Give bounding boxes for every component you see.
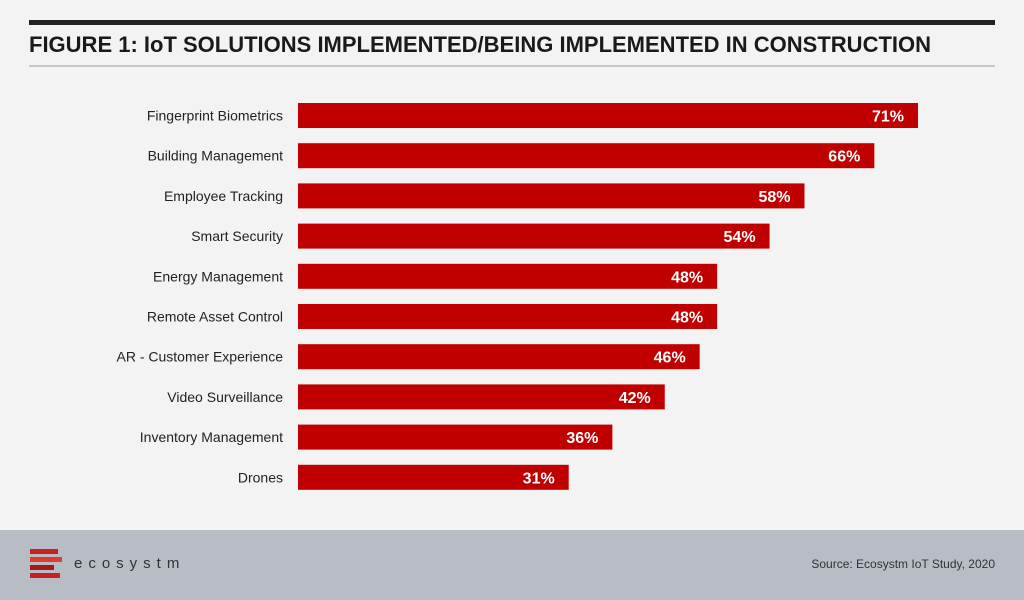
bar [298, 424, 613, 450]
category-label: Inventory Management [140, 429, 283, 445]
category-label: Smart Security [191, 228, 283, 244]
bar [298, 464, 569, 490]
category-label: Fingerprint Biometrics [147, 108, 283, 124]
bar-value-label: 36% [566, 430, 598, 447]
title-divider [29, 65, 995, 67]
bar-value-label: 48% [671, 310, 703, 327]
ecosystm-logo-icon [30, 549, 62, 578]
source-note: Source: Ecosystm IoT Study, 2020 [811, 557, 995, 571]
footer-band [0, 530, 1024, 600]
category-label: AR - Customer Experience [116, 349, 283, 365]
bar-value-label: 46% [654, 350, 686, 367]
category-label: Remote Asset Control [147, 309, 283, 325]
category-label: Employee Tracking [164, 188, 283, 204]
category-label: Drones [238, 469, 283, 485]
logo-wordmark: ecosystm [74, 555, 186, 572]
bar [298, 143, 875, 169]
bar [298, 304, 718, 329]
bar [298, 223, 770, 249]
bar-value-label: 54% [724, 229, 756, 246]
bar-value-label: 66% [828, 149, 860, 166]
bar [298, 384, 665, 410]
bar-value-label: 48% [671, 269, 703, 286]
bar-value-label: 31% [523, 470, 555, 487]
category-label: Video Surveillance [167, 389, 283, 405]
bar [298, 183, 805, 209]
bar-value-label: 71% [872, 109, 904, 126]
bar-chart: Fingerprint Biometrics 71% Building Manage… [116, 103, 918, 490]
bar-value-label: 58% [758, 189, 790, 206]
bar [298, 103, 918, 128]
bar [298, 344, 700, 370]
category-label: Energy Management [153, 268, 283, 284]
title-top-rule [29, 20, 995, 25]
category-label: Building Management [148, 148, 284, 164]
chart-title: FIGURE 1: IoT SOLUTIONS IMPLEMENTED/BEIN… [29, 32, 932, 57]
bar-value-label: 42% [619, 390, 651, 407]
bar [298, 263, 718, 289]
